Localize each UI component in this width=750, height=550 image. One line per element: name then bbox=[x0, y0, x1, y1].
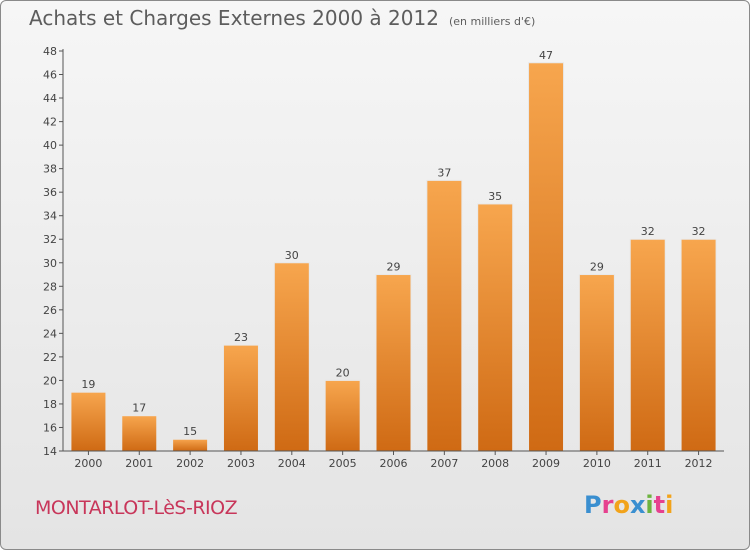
bar bbox=[121, 415, 158, 452]
bar-value-label: 20 bbox=[336, 366, 350, 379]
bar-value-label: 17 bbox=[132, 402, 146, 415]
bar-value-label: 29 bbox=[590, 261, 604, 274]
x-tick-label: 2011 bbox=[634, 457, 662, 470]
bars: 19 17 15 23 30 20 29 37 35 47 29 32 32 bbox=[70, 49, 717, 452]
logo-letter: r bbox=[601, 491, 614, 519]
bar bbox=[324, 379, 361, 452]
x-tick-label: 2001 bbox=[125, 457, 153, 470]
x-tick-label: 2000 bbox=[74, 457, 102, 470]
chart-title-block: Achats et Charges Externes 2000 à 2012 (e… bbox=[29, 6, 535, 30]
bar bbox=[70, 391, 107, 452]
bar-value-label: 32 bbox=[641, 225, 655, 238]
bar-value-label: 30 bbox=[285, 249, 299, 262]
y-tick-label: 46 bbox=[43, 69, 57, 82]
bar bbox=[680, 238, 717, 452]
logo-letter: i bbox=[645, 491, 654, 519]
y-tick-label: 18 bbox=[43, 398, 57, 411]
logo-letter: P bbox=[584, 491, 602, 519]
x-tick-label: 2012 bbox=[685, 457, 713, 470]
y-tick-label: 22 bbox=[43, 351, 57, 364]
x-tick-label: 2010 bbox=[583, 457, 611, 470]
y-tick-label: 30 bbox=[43, 257, 57, 270]
bar bbox=[528, 62, 565, 452]
bar-value-label: 32 bbox=[692, 225, 706, 238]
bar-value-label: 23 bbox=[234, 331, 248, 344]
bar-value-label: 47 bbox=[539, 49, 553, 62]
x-tick-label: 2009 bbox=[532, 457, 560, 470]
y-tick-label: 36 bbox=[43, 186, 57, 199]
y-tick-label: 42 bbox=[43, 116, 57, 129]
y-tick-label: 40 bbox=[43, 139, 57, 152]
y-tick-label: 26 bbox=[43, 304, 57, 317]
bar bbox=[273, 262, 310, 452]
logo-letter: o bbox=[613, 491, 630, 519]
y-tick-label: 14 bbox=[43, 445, 57, 458]
bar bbox=[477, 203, 514, 452]
bar-value-label: 29 bbox=[387, 261, 401, 274]
y-tick-label: 38 bbox=[43, 163, 57, 176]
proxiti-logo: Proxiti bbox=[584, 491, 673, 519]
bar bbox=[222, 344, 259, 452]
y-axis: 14 16 18 20 22 24 26 28 30 32 34 36 38 40 42 44 46 48 bbox=[43, 45, 64, 458]
logo-letter: x bbox=[629, 491, 646, 519]
commune-name: MONTARLOT-LèS-RIOZ bbox=[35, 497, 238, 519]
y-tick-label: 28 bbox=[43, 280, 57, 293]
x-tick-label: 2005 bbox=[329, 457, 357, 470]
x-tick-label: 2002 bbox=[176, 457, 204, 470]
y-tick-label: 24 bbox=[43, 327, 57, 340]
chart-unit: (en milliers d'€) bbox=[448, 15, 536, 28]
bar bbox=[426, 179, 463, 452]
y-tick-label: 16 bbox=[43, 421, 57, 434]
bar-value-label: 15 bbox=[183, 425, 197, 438]
bar-value-label: 35 bbox=[488, 190, 502, 203]
x-tick-label: 2008 bbox=[481, 457, 509, 470]
y-tick-label: 44 bbox=[43, 92, 57, 105]
x-tick-label: 2003 bbox=[227, 457, 255, 470]
y-tick-label: 48 bbox=[43, 45, 57, 58]
x-tick-label: 2006 bbox=[380, 457, 408, 470]
bar bbox=[629, 238, 666, 452]
y-tick-label: 32 bbox=[43, 233, 57, 246]
logo-letter: t bbox=[653, 491, 666, 519]
bar-value-label: 37 bbox=[437, 166, 451, 179]
chart-title: Achats et Charges Externes 2000 à 2012 bbox=[29, 6, 439, 30]
bar bbox=[578, 274, 615, 452]
x-tick-label: 2007 bbox=[430, 457, 458, 470]
x-tick-label: 2004 bbox=[278, 457, 306, 470]
y-tick-label: 20 bbox=[43, 374, 57, 387]
x-axis: 2000 2001 2002 2003 2004 2005 2006 2007 2008 2009… bbox=[63, 450, 724, 470]
bar bbox=[172, 438, 209, 452]
y-tick-label: 34 bbox=[43, 210, 57, 223]
logo-letter: i bbox=[665, 491, 674, 519]
bar-value-label: 19 bbox=[81, 378, 95, 391]
bar bbox=[375, 274, 412, 452]
